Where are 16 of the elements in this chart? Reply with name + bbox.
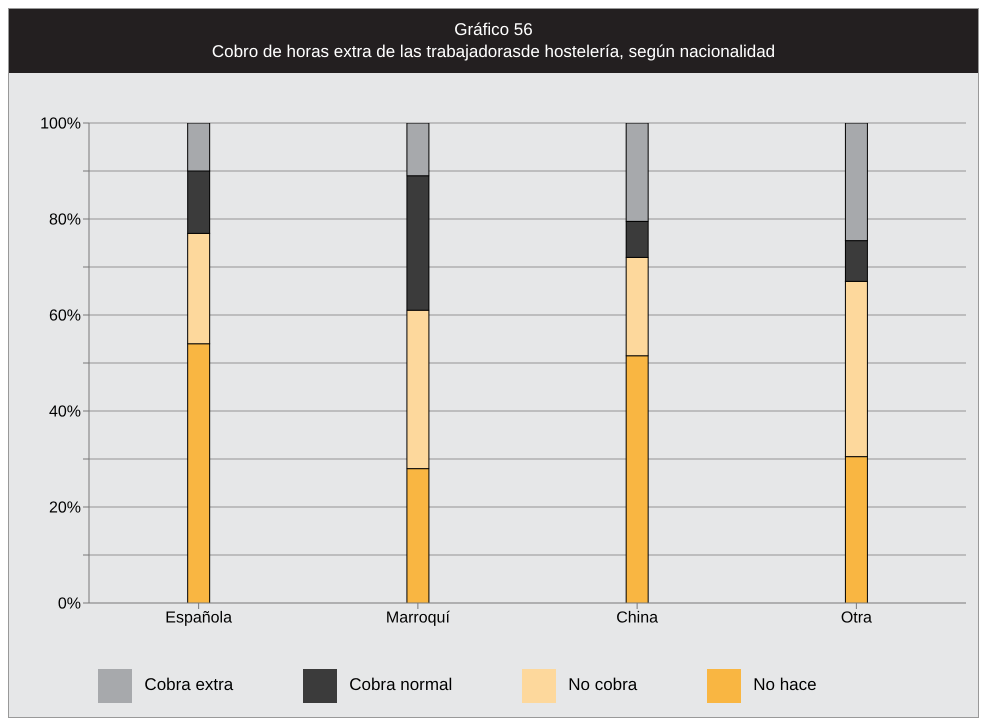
x-tick-label: Marroquí (386, 609, 450, 626)
legend-label: No cobra (568, 675, 638, 694)
y-tick-label: 100% (40, 116, 81, 133)
x-tick-label: China (616, 609, 658, 626)
x-tick-label: Española (165, 609, 232, 626)
legend-label: Cobra normal (349, 675, 452, 694)
chart-title: Gráfico 56 (453, 19, 534, 41)
y-tick-label: 40% (48, 404, 81, 421)
chart-subtitle: Cobro de horas extra de las trabajadorasde hostelería, según nacionalidad (210, 41, 776, 63)
y-tick-label: 60% (48, 308, 81, 325)
legend-label: No hace (753, 675, 817, 694)
y-tick-label: 20% (48, 500, 81, 517)
x-tick-label: Otra (840, 609, 872, 626)
y-tick-label: 80% (48, 212, 81, 229)
legend-label: Cobra extra (144, 675, 234, 694)
y-tick-label: 0% (58, 596, 81, 613)
